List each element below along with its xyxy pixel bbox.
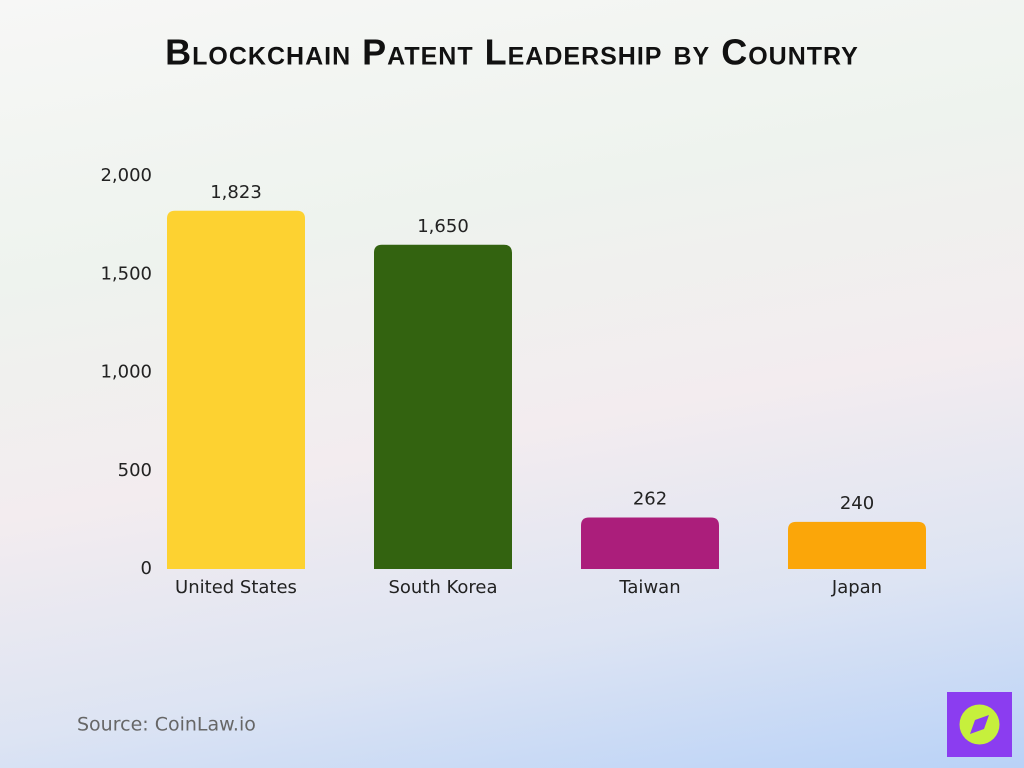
value-label: 262 [633, 489, 667, 510]
bar [788, 522, 926, 569]
bar [581, 518, 719, 569]
y-tick-label: 0 [141, 558, 152, 579]
value-label: 1,650 [417, 216, 469, 237]
x-tick-label: Japan [831, 577, 882, 598]
source-note: Source: CoinLaw.io [77, 714, 256, 736]
y-tick-label: 1,500 [100, 263, 152, 284]
chart-title: Blockchain Patent Leadership by Country [165, 32, 859, 73]
x-tick-label: South Korea [388, 577, 497, 598]
value-label: 1,823 [210, 182, 262, 203]
bar [167, 211, 305, 569]
value-label: 240 [840, 493, 874, 514]
bar [374, 245, 512, 569]
logo [947, 692, 1012, 757]
y-tick-label: 2,000 [100, 165, 152, 186]
y-tick-label: 1,000 [100, 362, 152, 383]
x-tick-label: United States [175, 577, 297, 598]
x-tick-label: Taiwan [618, 577, 680, 598]
y-tick-label: 500 [118, 460, 152, 481]
